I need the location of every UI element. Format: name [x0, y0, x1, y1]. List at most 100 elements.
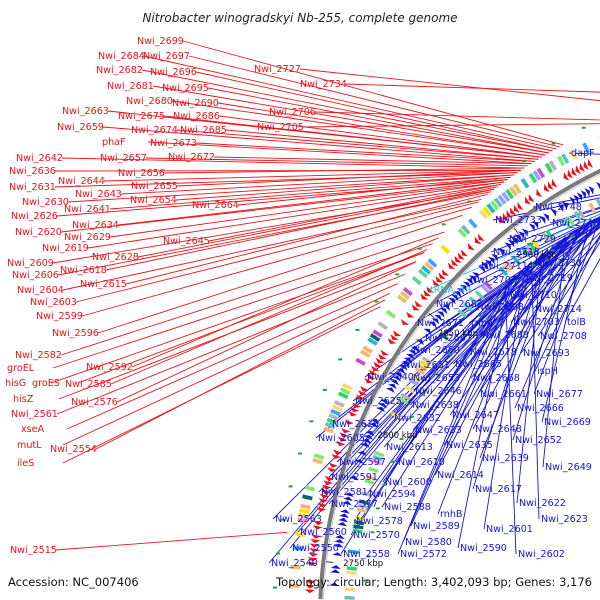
reverse-gene-label: Nwi_2632	[394, 413, 441, 424]
leader-line	[195, 142, 535, 162]
backbone-arc	[318, 168, 600, 600]
leader-line	[62, 198, 482, 291]
reverse-gene-arrow	[451, 294, 459, 302]
forward-gene-arrow	[423, 289, 432, 297]
forward-gene-label: Nwi_2644	[58, 176, 105, 187]
category-block	[334, 400, 345, 408]
forward-gene-arrow	[454, 255, 462, 263]
reverse-gene-label: Nwi_2605	[318, 433, 365, 444]
leader-line	[299, 68, 600, 102]
gc-dot	[550, 249, 555, 252]
reverse-gene-label: Nwi_2711	[481, 261, 528, 272]
forward-gene-arrow	[319, 493, 330, 499]
forward-gene-arrow	[387, 338, 397, 344]
forward-gene-arrow	[318, 498, 329, 503]
reverse-gene-label: Nwi_2652	[515, 435, 562, 446]
category-block	[414, 367, 426, 376]
reverse-gene-arrow	[572, 194, 579, 204]
reverse-gene-arrow	[465, 278, 474, 286]
reverse-gene-label: Nwi_2625	[355, 396, 402, 407]
forward-gene-label: Nwi_2515	[10, 545, 57, 556]
leader-line	[60, 181, 505, 233]
reverse-gene-label: Nwi_2623	[541, 514, 588, 525]
gc-dot	[417, 247, 422, 250]
category-block	[324, 421, 336, 430]
leader-line	[56, 273, 406, 415]
forward-gene-arrow	[432, 279, 440, 286]
category-block	[344, 595, 355, 600]
leader-line	[95, 299, 386, 450]
reverse-gene-label: Nwi_2581	[321, 487, 368, 498]
leader-line	[225, 129, 539, 160]
forward-gene-arrow	[441, 269, 450, 276]
reverse-gene-arrow	[518, 231, 525, 240]
category-block	[297, 517, 308, 524]
category-block	[424, 261, 435, 272]
category-block	[440, 244, 451, 255]
gc-dot	[433, 373, 438, 376]
reverse-gene-arrow	[543, 213, 549, 222]
reverse-gene-arrow	[392, 376, 402, 382]
reverse-gene-label: Nwi_2580	[405, 537, 452, 548]
reverse-gene-label: Nwi_2708	[540, 331, 587, 342]
reverse-gene-label: Nwi_2601	[486, 524, 533, 535]
forward-gene-label: Nwi_2655	[131, 181, 178, 192]
gc-dot	[297, 452, 302, 455]
category-block	[330, 408, 341, 417]
category-block	[541, 231, 551, 242]
forward-gene-arrow	[499, 215, 506, 224]
reverse-gene-arrow	[354, 459, 364, 465]
reverse-gene-arrow	[497, 248, 505, 256]
category-block	[421, 356, 433, 365]
leader-line	[75, 201, 479, 303]
gc-dot	[288, 485, 293, 488]
reverse-gene-label: Nwi_2648	[475, 424, 522, 435]
reverse-gene-arrow	[491, 253, 498, 262]
category-block	[290, 564, 301, 570]
reverse-gene-label: Nwi_2698	[477, 302, 524, 313]
reverse-gene-arrow	[439, 307, 448, 315]
forward-gene-arrow	[551, 178, 558, 188]
reverse-gene-label: Nwi_2748	[535, 202, 582, 213]
category-block	[348, 549, 360, 555]
forward-gene-arrow	[567, 169, 574, 179]
leader-line	[145, 157, 528, 167]
forward-gene-label: Nwi_2554	[50, 444, 97, 455]
category-block	[569, 148, 578, 160]
forward-gene-arrow	[313, 520, 324, 526]
leader-line	[58, 261, 417, 400]
reverse-gene-arrow	[484, 259, 492, 268]
category-block	[402, 286, 413, 297]
reverse-gene-label: Nwi_2590	[460, 543, 507, 554]
leader-line	[314, 111, 600, 121]
reverse-gene-arrow	[442, 304, 451, 311]
category-block	[532, 170, 542, 181]
leader-line	[457, 279, 511, 549]
forward-gene-label: Nwi_2659	[57, 122, 104, 133]
category-block	[468, 218, 478, 229]
reverse-gene-label: Nwi_2718	[493, 247, 540, 258]
forward-gene-arrow	[327, 467, 337, 473]
accession-text: Accession: NC_007406	[8, 575, 139, 589]
forward-gene-label: Nwi_2690	[172, 98, 219, 109]
category-block	[561, 153, 570, 164]
leader-line	[512, 229, 578, 441]
forward-gene-arrow	[392, 330, 402, 337]
forward-gene-label: Nwi_2685	[180, 125, 227, 136]
forward-gene-arrow	[517, 201, 524, 210]
forward-gene-arrow	[336, 440, 346, 447]
reverse-gene-label: tRNA_49	[430, 285, 471, 296]
reverse-gene-label: Nwi_2570	[353, 530, 400, 541]
forward-gene-label: Nwi_2585	[65, 379, 112, 390]
reverse-gene-arrow	[399, 364, 408, 371]
reverse-gene-arrow	[388, 383, 397, 390]
reverse-gene-arrow	[423, 328, 432, 335]
reverse-gene-arrow	[415, 339, 425, 346]
forward-gene-arrow	[337, 436, 348, 442]
reverse-gene-label: Nwi_2602	[518, 549, 565, 560]
forward-gene-arrow	[324, 475, 335, 481]
leader-line	[141, 69, 553, 152]
category-block	[545, 229, 554, 240]
reverse-gene-arrow	[334, 534, 345, 540]
